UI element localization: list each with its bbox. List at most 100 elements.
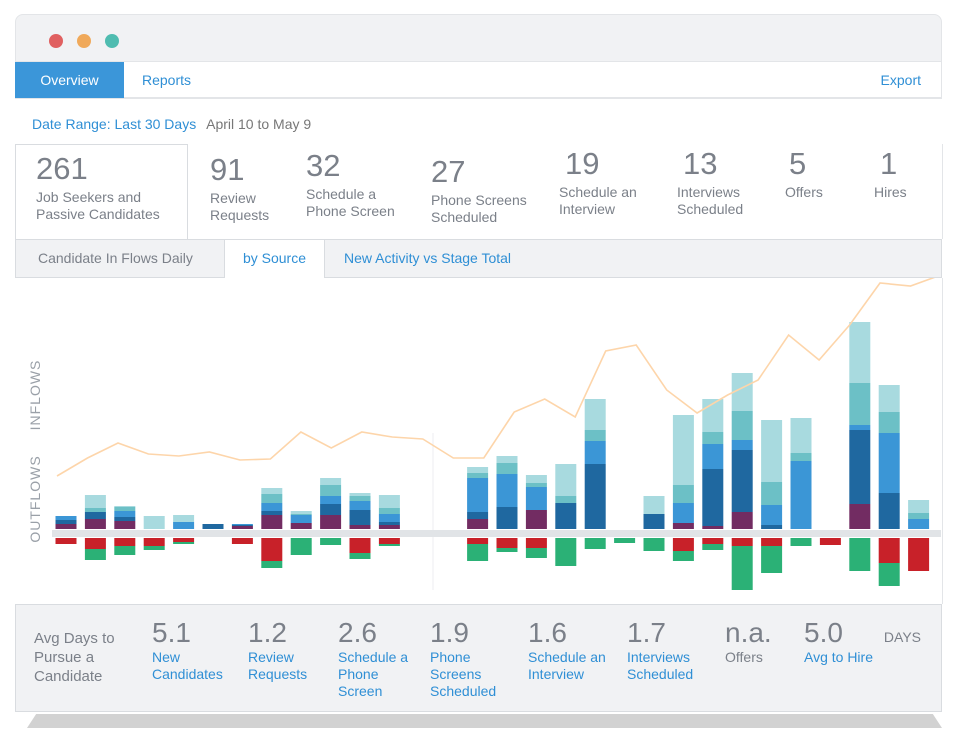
inflow-bar-dark-blue bbox=[878, 493, 900, 529]
metric[interactable]: 1.9 Phone Screens Scheduled bbox=[430, 617, 500, 700]
kpi-label: Review Requests bbox=[210, 190, 270, 223]
inflow-bar-light-teal bbox=[584, 399, 606, 430]
kpi-card[interactable]: 1 Hires bbox=[874, 146, 907, 201]
metric-label[interactable]: Review Requests bbox=[248, 649, 308, 682]
outflow-bar-green bbox=[849, 538, 871, 571]
metric-label[interactable]: Schedule a Phone Screen bbox=[338, 649, 409, 699]
kpi-card[interactable]: 5 Offers bbox=[785, 146, 823, 201]
metric[interactable]: 1.2 Review Requests bbox=[248, 617, 318, 683]
inflow-bar-teal bbox=[290, 514, 312, 515]
metric-label[interactable]: Phone Screens Scheduled bbox=[430, 649, 497, 699]
metric[interactable]: 2.6 Schedule a Phone Screen bbox=[338, 617, 418, 700]
outflow-bar-green bbox=[761, 546, 783, 573]
kpi-label: Schedule a Phone Screen bbox=[306, 186, 395, 219]
tab-overview[interactable]: Overview bbox=[15, 62, 124, 98]
outflow-bar-red bbox=[496, 538, 518, 548]
close-dot[interactable] bbox=[49, 34, 63, 48]
inflow-bar-dark-blue bbox=[584, 464, 606, 529]
outflow-bar-red bbox=[378, 538, 400, 544]
inflow-bar-purple bbox=[84, 519, 106, 529]
export-link[interactable]: Export bbox=[880, 72, 921, 88]
metric-label[interactable]: Schedule an Interview bbox=[528, 649, 606, 682]
metric-value: 5.0 bbox=[804, 617, 843, 648]
tab-candidate-in-flows[interactable]: Candidate In Flows Daily bbox=[38, 250, 193, 266]
kpi-value: 27 bbox=[431, 154, 466, 189]
metric[interactable]: 1.6 Schedule an Interview bbox=[528, 617, 613, 683]
outflow-bar-green bbox=[114, 546, 136, 555]
metric-label[interactable]: Interviews Scheduled bbox=[627, 649, 694, 682]
inflow-bar-purple bbox=[114, 521, 136, 529]
inflow-bar-light-teal bbox=[790, 418, 812, 453]
inflow-bar-teal bbox=[702, 432, 724, 444]
inflow-bar-purple bbox=[849, 504, 871, 529]
date-range-selector[interactable]: Date Range: Last 30 Days bbox=[32, 116, 197, 132]
inflow-bar-teal bbox=[908, 513, 930, 519]
outflow-bar-green bbox=[349, 553, 371, 559]
kpi-value: 32 bbox=[306, 148, 341, 183]
kpi-card[interactable]: 261 Job Seekers and Passive Candidates bbox=[15, 144, 188, 239]
metric-label[interactable]: Avg to Hire bbox=[804, 649, 873, 665]
kpi-label: Job Seekers and Passive Candidates bbox=[36, 189, 160, 222]
tab-by-source[interactable]: by Source bbox=[224, 240, 325, 278]
inflow-bar-light-teal bbox=[908, 500, 930, 513]
inflow-bar-blue bbox=[584, 441, 606, 464]
inflow-bar-teal bbox=[731, 411, 753, 440]
outflow-bar-green bbox=[672, 551, 694, 561]
inflow-bar-blue bbox=[731, 440, 753, 450]
kpi-card[interactable]: 19 Schedule an Interview bbox=[559, 146, 649, 218]
outflow-bar-green bbox=[790, 538, 812, 546]
outflow-bar-green bbox=[555, 538, 577, 566]
kpi-label: Phone Screens Scheduled bbox=[431, 192, 527, 225]
inflow-bar-dark-blue bbox=[702, 469, 724, 526]
tab-new-activity[interactable]: New Activity vs Stage Total bbox=[344, 250, 512, 266]
kpi-value: 19 bbox=[565, 146, 600, 181]
inflow-bar-dark-blue bbox=[467, 512, 489, 519]
metric-value: 5.1 bbox=[152, 617, 191, 648]
outflow-bar-red bbox=[173, 538, 195, 542]
inflow-bar-dark-blue bbox=[555, 503, 577, 529]
metric-value: 1.7 bbox=[627, 617, 666, 648]
inflow-bar-dark-blue bbox=[114, 517, 136, 521]
metric[interactable]: 1.7 Interviews Scheduled bbox=[627, 617, 707, 683]
metric-label: Offers bbox=[725, 649, 763, 665]
outflow-bar-red bbox=[55, 538, 77, 544]
inflow-bar-dark-blue bbox=[202, 524, 224, 529]
outflow-bar-green bbox=[320, 538, 342, 545]
metric[interactable]: 5.1 New Candidates bbox=[152, 617, 232, 683]
metric-label[interactable]: New Candidates bbox=[152, 649, 223, 682]
inflow-bar-dark-blue bbox=[643, 514, 665, 529]
inflow-bar-purple bbox=[672, 523, 694, 529]
kpi-card[interactable]: 91 Review Requests bbox=[210, 152, 280, 224]
outflow-bar-red bbox=[702, 538, 724, 544]
inflow-bar-teal bbox=[114, 507, 136, 511]
inflow-bar-blue bbox=[467, 478, 489, 512]
kpi-card[interactable]: 32 Schedule a Phone Screen bbox=[306, 148, 406, 220]
inflow-bar-purple bbox=[349, 525, 371, 529]
footer-intro: Avg Days to Pursue a Candidate bbox=[34, 630, 115, 685]
inflow-bar-purple bbox=[378, 525, 400, 529]
outflow-bar-red bbox=[525, 538, 547, 548]
inflow-bar-light-teal bbox=[173, 515, 195, 522]
minimize-dot[interactable] bbox=[77, 34, 91, 48]
outflow-bar-green bbox=[643, 538, 665, 551]
metric[interactable]: 5.0 Avg to Hire bbox=[804, 617, 873, 666]
inflow-bar-dark-blue bbox=[761, 525, 783, 529]
inflow-bar-blue bbox=[761, 505, 783, 525]
avg-days-footer: Avg Days to Pursue a Candidate 5.1 New C… bbox=[15, 604, 942, 712]
tab-reports[interactable]: Reports bbox=[142, 72, 192, 88]
nav-bar: Overview Reports Export bbox=[15, 62, 942, 99]
inflow-bar-teal bbox=[790, 453, 812, 461]
inflow-bar-teal bbox=[84, 508, 106, 512]
inflow-bar-light-teal bbox=[378, 495, 400, 508]
inflow-bar-blue bbox=[525, 487, 547, 510]
maximize-dot[interactable] bbox=[105, 34, 119, 48]
metric-value: 1.2 bbox=[248, 617, 287, 648]
outflow-bar-green bbox=[702, 544, 724, 550]
metric-value: 2.6 bbox=[338, 617, 377, 648]
kpi-value: 91 bbox=[210, 152, 245, 187]
inflow-bar-blue bbox=[349, 501, 371, 510]
kpi-card[interactable]: 27 Phone Screens Scheduled bbox=[431, 154, 536, 226]
date-range: Date Range: Last 30 Days April 10 to May… bbox=[32, 116, 311, 132]
kpi-card[interactable]: 13 Interviews Scheduled bbox=[677, 146, 757, 218]
title-bar bbox=[15, 14, 942, 62]
